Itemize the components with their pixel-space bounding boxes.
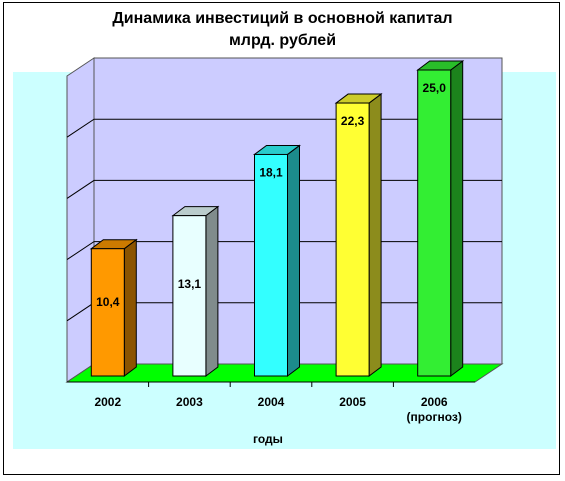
data-label: 13,1	[178, 277, 202, 291]
data-label: 18,1	[259, 165, 283, 179]
bar-front	[417, 69, 452, 377]
x-tick-label: 2004	[258, 395, 285, 409]
bar-front	[172, 215, 207, 377]
bar: 22,3	[334, 93, 383, 377]
bar-side	[287, 144, 300, 377]
x-tick-label: 2006	[421, 395, 448, 409]
chart-title-line-2: млрд. рублей	[228, 32, 337, 49]
x-tick-sublabel: (прогноз)	[407, 410, 462, 424]
chart-title: Динамика инвестиций в основной капитал м…	[0, 8, 565, 52]
left-wall	[66, 57, 95, 383]
bar: 25,0	[416, 60, 465, 377]
x-tick-labels: 2002 2003 2004 2005 2006(прогноз)	[94, 382, 462, 424]
bar-side	[205, 205, 219, 377]
bar-front	[335, 102, 370, 377]
data-label: 10,4	[96, 295, 120, 309]
bar-side	[123, 238, 137, 377]
bar-side	[450, 60, 464, 377]
x-axis-label: годы	[253, 432, 283, 446]
bar-front	[254, 153, 288, 377]
x-tick-label: 2002	[94, 395, 121, 409]
x-tick-label: 2005	[339, 395, 366, 409]
bar-front	[90, 248, 125, 377]
chart-title-line-1: Динамика инвестиций в основной капитал	[112, 10, 453, 27]
bar: 10,4	[89, 238, 138, 377]
bar-side	[368, 93, 382, 377]
data-label: 22,3	[341, 114, 365, 128]
x-tick-label: 2003	[176, 395, 203, 409]
bars: 10,4 13,1 18,1 22,3 25,0	[89, 60, 465, 377]
bar: 18,1	[253, 144, 301, 377]
data-label: 25,0	[423, 81, 447, 95]
bar: 13,1	[171, 205, 220, 377]
